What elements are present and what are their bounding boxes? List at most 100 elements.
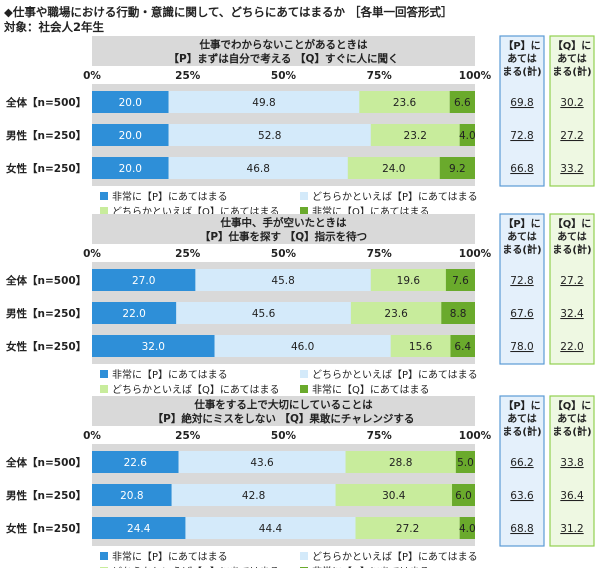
q-total-box: [549, 213, 595, 365]
x-tick-label: 0%: [83, 248, 101, 260]
data-label: 43.6: [250, 457, 274, 469]
data-label: 22.0: [122, 308, 145, 320]
data-label: 28.8: [389, 457, 412, 469]
p-total-box: [499, 35, 545, 187]
bar-segment: [92, 451, 179, 473]
x-tick-label: 0%: [83, 70, 101, 82]
bar-segment: [92, 91, 169, 113]
data-label: 20.0: [119, 130, 142, 142]
q-total-header: あては: [557, 412, 587, 425]
bar-segment: [168, 91, 360, 113]
category-label: 全体【n=500】: [5, 456, 86, 469]
x-tick-label: 100%: [459, 248, 492, 260]
data-label: 20.0: [119, 163, 142, 175]
chart-header-panel: [92, 214, 475, 244]
data-label: 46.0: [291, 341, 314, 353]
bar-segment: [168, 124, 371, 146]
p-total-header: あては: [507, 52, 537, 65]
bar-segment: [92, 269, 196, 291]
p-total-value: 69.8: [510, 97, 533, 109]
page-subtitle: 対象：社会人2年生: [4, 20, 105, 34]
legend-swatch: [300, 552, 308, 560]
x-tick-label: 50%: [271, 430, 297, 442]
x-tick-label: 100%: [459, 430, 492, 442]
x-tick-label: 25%: [175, 430, 201, 442]
p-total-header: あては: [507, 230, 537, 243]
chart-title: 仕事でわからないことがあるときは: [199, 38, 368, 51]
legend-label: どちらかといえば【P】にあてはまる: [312, 551, 478, 563]
q-total-value: 33.8: [560, 457, 583, 469]
bar-segment: [450, 335, 475, 357]
data-label: 22.6: [124, 457, 148, 469]
legend-swatch: [100, 385, 108, 393]
p-total-value: 66.8: [510, 163, 533, 175]
q-total-box: [549, 395, 595, 547]
legend-swatch: [300, 192, 308, 200]
p-total-value: 72.8: [510, 130, 533, 142]
bar-segment: [335, 484, 453, 506]
bar-segment: [185, 517, 356, 539]
q-total-value: 22.0: [560, 341, 583, 353]
chart-subtitle: 【P】まずは自分で考える 【Q】すぐに人に聞く: [169, 52, 399, 65]
p-total-header: まる(計): [502, 425, 541, 438]
legend-label: どちらかといえば【P】にあてはまる: [312, 369, 478, 381]
category-label: 女性【n=250】: [6, 522, 86, 535]
page-title: ◆仕事や職場における行動・意識に関して、どちらにあてはまるか ［各単一回答形式］: [4, 5, 453, 19]
bar-segment: [445, 269, 475, 291]
bar-segment: [168, 157, 348, 179]
bar-segment: [178, 451, 346, 473]
legend-label: どちらかといえば【Q】にあてはまる: [112, 566, 279, 568]
chart-title: 仕事をする上で大切にしていることは: [193, 398, 373, 411]
data-label: 20.8: [120, 490, 143, 502]
bar-segment: [370, 124, 460, 146]
chart-header-panel: [92, 396, 475, 426]
x-tick-label: 100%: [459, 70, 492, 82]
x-tick-label: 75%: [367, 70, 393, 82]
category-label: 男性【n=250】: [6, 129, 86, 142]
data-label: 23.6: [384, 308, 408, 320]
data-label: 27.2: [396, 523, 419, 535]
chart-title: 仕事中、手が空いたときは: [220, 216, 347, 229]
q-total-value: 32.4: [560, 308, 584, 320]
legend-swatch: [300, 385, 308, 393]
bar-segment: [459, 124, 475, 146]
bar-segment: [345, 451, 456, 473]
q-total-value: 30.2: [560, 97, 583, 109]
bar-segment: [176, 302, 351, 324]
bar-segment: [455, 451, 475, 473]
legend-label: 非常に【Q】にあてはまる: [312, 383, 429, 396]
bar-segment: [439, 157, 475, 179]
x-tick-label: 50%: [271, 70, 297, 82]
p-total-header: 【P】に: [503, 217, 540, 230]
q-total-value: 36.4: [560, 490, 584, 502]
bar-segment: [452, 484, 475, 506]
category-label: 男性【n=250】: [6, 307, 86, 320]
q-total-header: 【Q】に: [553, 399, 592, 412]
data-label: 52.8: [258, 130, 281, 142]
bar-segment: [92, 335, 215, 357]
data-label: 24.4: [127, 523, 151, 535]
p-total-header: 【P】に: [503, 39, 540, 52]
legend-swatch: [300, 207, 308, 215]
bar-segment: [355, 517, 460, 539]
chart-subtitle: 【P】仕事を探す 【Q】指示を待つ: [200, 230, 367, 243]
p-total-header: 【P】に: [503, 399, 540, 412]
category-label: 全体【n=500】: [5, 96, 86, 109]
x-tick-label: 50%: [271, 248, 297, 260]
data-label: 42.8: [242, 490, 265, 502]
data-label: 8.8: [450, 308, 467, 320]
p-total-value: 68.8: [510, 523, 533, 535]
x-tick-label: 25%: [175, 248, 201, 260]
data-label: 19.6: [397, 275, 421, 287]
x-tick-label: 75%: [367, 248, 393, 260]
p-total-value: 78.0: [510, 341, 533, 353]
bar-segment: [459, 517, 475, 539]
p-total-box: [499, 213, 545, 365]
bar-segment: [350, 302, 442, 324]
bar-segment: [449, 91, 475, 113]
bar-segment: [171, 484, 336, 506]
p-total-value: 67.6: [510, 308, 534, 320]
q-total-value: 31.2: [560, 523, 583, 535]
bar-segment: [441, 302, 475, 324]
